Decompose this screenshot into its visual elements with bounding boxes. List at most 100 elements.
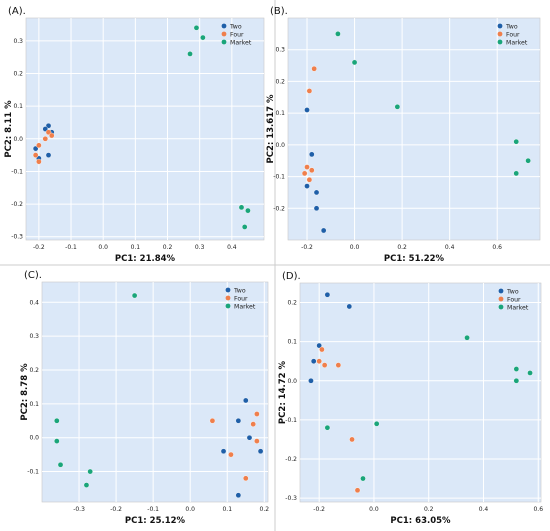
y-axis-label: PC2: 8.78 % xyxy=(20,363,30,421)
data-point-two xyxy=(320,227,327,234)
data-point-four xyxy=(335,362,342,368)
y-tick-label: 0.2 xyxy=(287,300,297,307)
panel-label: (D). xyxy=(282,271,301,282)
data-point-two xyxy=(324,291,331,298)
x-tick-label: 0.2 xyxy=(424,506,434,513)
data-point-two xyxy=(304,107,310,113)
y-tick-label: -0.3 xyxy=(285,495,297,502)
legend-marker xyxy=(498,304,504,310)
legend-marker xyxy=(497,23,503,29)
y-tick-label: 0.1 xyxy=(13,103,23,110)
legend-label: Market xyxy=(230,39,252,46)
data-point-four xyxy=(250,421,256,427)
legend-label: Two xyxy=(229,23,242,30)
data-point-four xyxy=(301,170,308,177)
data-point-four xyxy=(316,358,322,365)
y-tick-label: 0.4 xyxy=(29,299,39,306)
y-tick-label: 0.3 xyxy=(275,47,285,54)
y-tick-label: -0.1 xyxy=(11,168,23,175)
y-tick-label: -0.3 xyxy=(11,234,23,241)
legend-label: Market xyxy=(234,303,256,310)
data-point-four xyxy=(209,417,216,424)
data-point-two xyxy=(310,358,317,365)
data-point-four xyxy=(254,411,260,417)
y-tick-label: -0.2 xyxy=(273,205,285,212)
legend-label: Market xyxy=(507,304,529,311)
x-tick-label: -0.2 xyxy=(33,244,45,251)
data-point-market xyxy=(193,24,200,31)
data-point-market xyxy=(513,170,520,177)
data-point-two xyxy=(316,342,322,349)
y-tick-label: -0.1 xyxy=(285,417,297,424)
legend-marker xyxy=(221,31,227,37)
data-point-two xyxy=(257,448,264,455)
y-tick-label: 0.1 xyxy=(29,401,39,408)
x-tick-label: -0.3 xyxy=(73,506,85,513)
y-axis-label: PC2: 13.617 % xyxy=(266,94,276,164)
plot-area xyxy=(299,282,542,503)
data-point-market xyxy=(83,482,90,488)
data-point-market xyxy=(54,438,60,444)
x-tick-label: 0.0 xyxy=(369,506,379,513)
legend-marker xyxy=(497,39,503,45)
x-axis-label: PC1: 63.05% xyxy=(390,516,451,526)
data-point-two xyxy=(308,151,315,158)
x-tick-label: 0.4 xyxy=(445,244,455,251)
data-point-market xyxy=(87,468,93,475)
y-tick-label: -0.2 xyxy=(11,201,23,208)
y-tick-label: 0.0 xyxy=(29,435,39,442)
x-tick-label: 0.0 xyxy=(98,244,108,251)
x-axis-label: PC1: 21.84% xyxy=(115,254,176,264)
legend-label: Four xyxy=(507,296,521,303)
data-point-four xyxy=(36,158,42,165)
x-tick-label: -0.2 xyxy=(110,506,122,513)
plot-area xyxy=(287,17,541,241)
panel-2: -0.3 -0.2 -0.1 0.0 0.1 0.2 -0.1 0.0 0.1 0.2 0.3 0.4… xyxy=(20,270,269,526)
data-point-market xyxy=(527,370,533,376)
data-point-four xyxy=(36,142,42,149)
y-tick-label: 0.3 xyxy=(13,38,23,45)
data-point-two xyxy=(45,152,52,158)
y-tick-label: 0.1 xyxy=(275,110,285,117)
data-point-market xyxy=(373,420,380,427)
legend-label: Two xyxy=(233,287,246,294)
x-tick-label: -0.2 xyxy=(313,506,325,513)
panel-label: (B). xyxy=(270,6,288,17)
legend-label: Market xyxy=(506,39,528,46)
data-point-four xyxy=(319,346,325,353)
legend-label: Two xyxy=(506,288,519,295)
x-tick-label: 0.4 xyxy=(479,506,489,513)
data-point-market xyxy=(245,207,251,214)
y-tick-label: 0.0 xyxy=(287,378,297,385)
panel-label: (C). xyxy=(24,270,42,281)
x-tick-label: 0.0 xyxy=(350,244,360,251)
x-tick-label: 0.6 xyxy=(492,244,502,251)
data-point-market xyxy=(464,334,470,341)
data-point-four xyxy=(321,362,328,368)
data-point-two xyxy=(220,448,227,455)
y-tick-label: -0.1 xyxy=(27,469,39,476)
y-tick-label: 0.2 xyxy=(29,367,39,374)
data-point-four xyxy=(306,88,313,94)
data-point-two xyxy=(313,205,320,212)
y-tick-label: 0.3 xyxy=(29,333,39,340)
data-point-market xyxy=(351,59,358,66)
data-point-market xyxy=(324,424,331,431)
data-point-four xyxy=(228,451,234,458)
legend-label: Four xyxy=(506,31,520,38)
data-point-four xyxy=(308,167,315,174)
data-point-four xyxy=(32,152,39,158)
panel-0: -0.2 -0.1 0.0 0.1 0.2 0.3 0.4 -0.3 -0.2 -0.1 0.0 0.… xyxy=(4,6,265,264)
legend-marker xyxy=(497,31,503,37)
data-point-four xyxy=(242,475,249,482)
legend-label: Four xyxy=(234,295,248,302)
data-point-four xyxy=(311,65,317,72)
data-point-market xyxy=(187,51,193,57)
legend-marker xyxy=(221,39,227,45)
legend-label: Two xyxy=(505,23,518,30)
x-tick-label: 0.3 xyxy=(195,244,205,251)
